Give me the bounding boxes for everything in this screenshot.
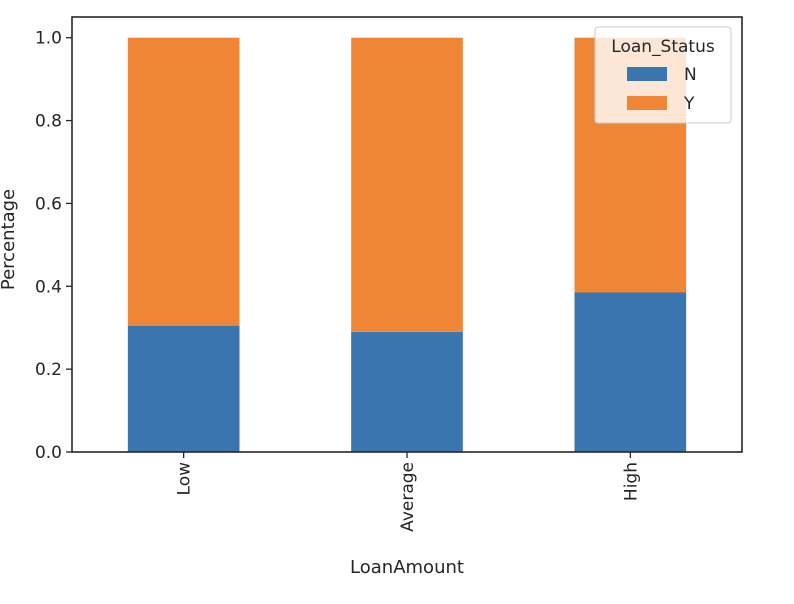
legend-items: NY bbox=[627, 65, 697, 114]
y-tick-label: 0.2 bbox=[35, 360, 62, 380]
bar-y-low bbox=[127, 37, 240, 326]
bar-n-low bbox=[127, 325, 240, 452]
legend-label-n: N bbox=[684, 65, 697, 85]
bars-group bbox=[127, 37, 687, 452]
x-tick-label-low: Low bbox=[175, 462, 195, 496]
legend-title: Loan_Status bbox=[611, 37, 715, 57]
y-tick-label: 0.8 bbox=[35, 112, 62, 132]
x-axis-label: LoanAmount bbox=[350, 557, 464, 578]
x-tick-label-high: High bbox=[621, 462, 641, 501]
y-tick-label: 0.4 bbox=[35, 277, 62, 297]
bar-n-high bbox=[574, 292, 687, 452]
legend: Loan_Status NY bbox=[594, 26, 732, 124]
legend-label-y: Y bbox=[683, 94, 695, 114]
x-axis-ticks: Low Average High bbox=[175, 452, 641, 532]
y-tick-label: 0.6 bbox=[35, 194, 62, 214]
legend-swatch-y bbox=[627, 96, 667, 110]
x-tick-label-average: Average bbox=[398, 462, 418, 532]
y-axis-label: Percentage bbox=[0, 189, 19, 290]
legend-swatch-n bbox=[627, 67, 667, 81]
y-tick-label: 0.0 bbox=[35, 443, 62, 463]
y-axis-ticks: 0.0 0.2 0.4 0.6 0.8 1.0 bbox=[35, 29, 72, 463]
bar-n-average bbox=[351, 331, 463, 452]
bar-y-average bbox=[351, 37, 463, 332]
y-tick-label: 1.0 bbox=[35, 29, 62, 49]
